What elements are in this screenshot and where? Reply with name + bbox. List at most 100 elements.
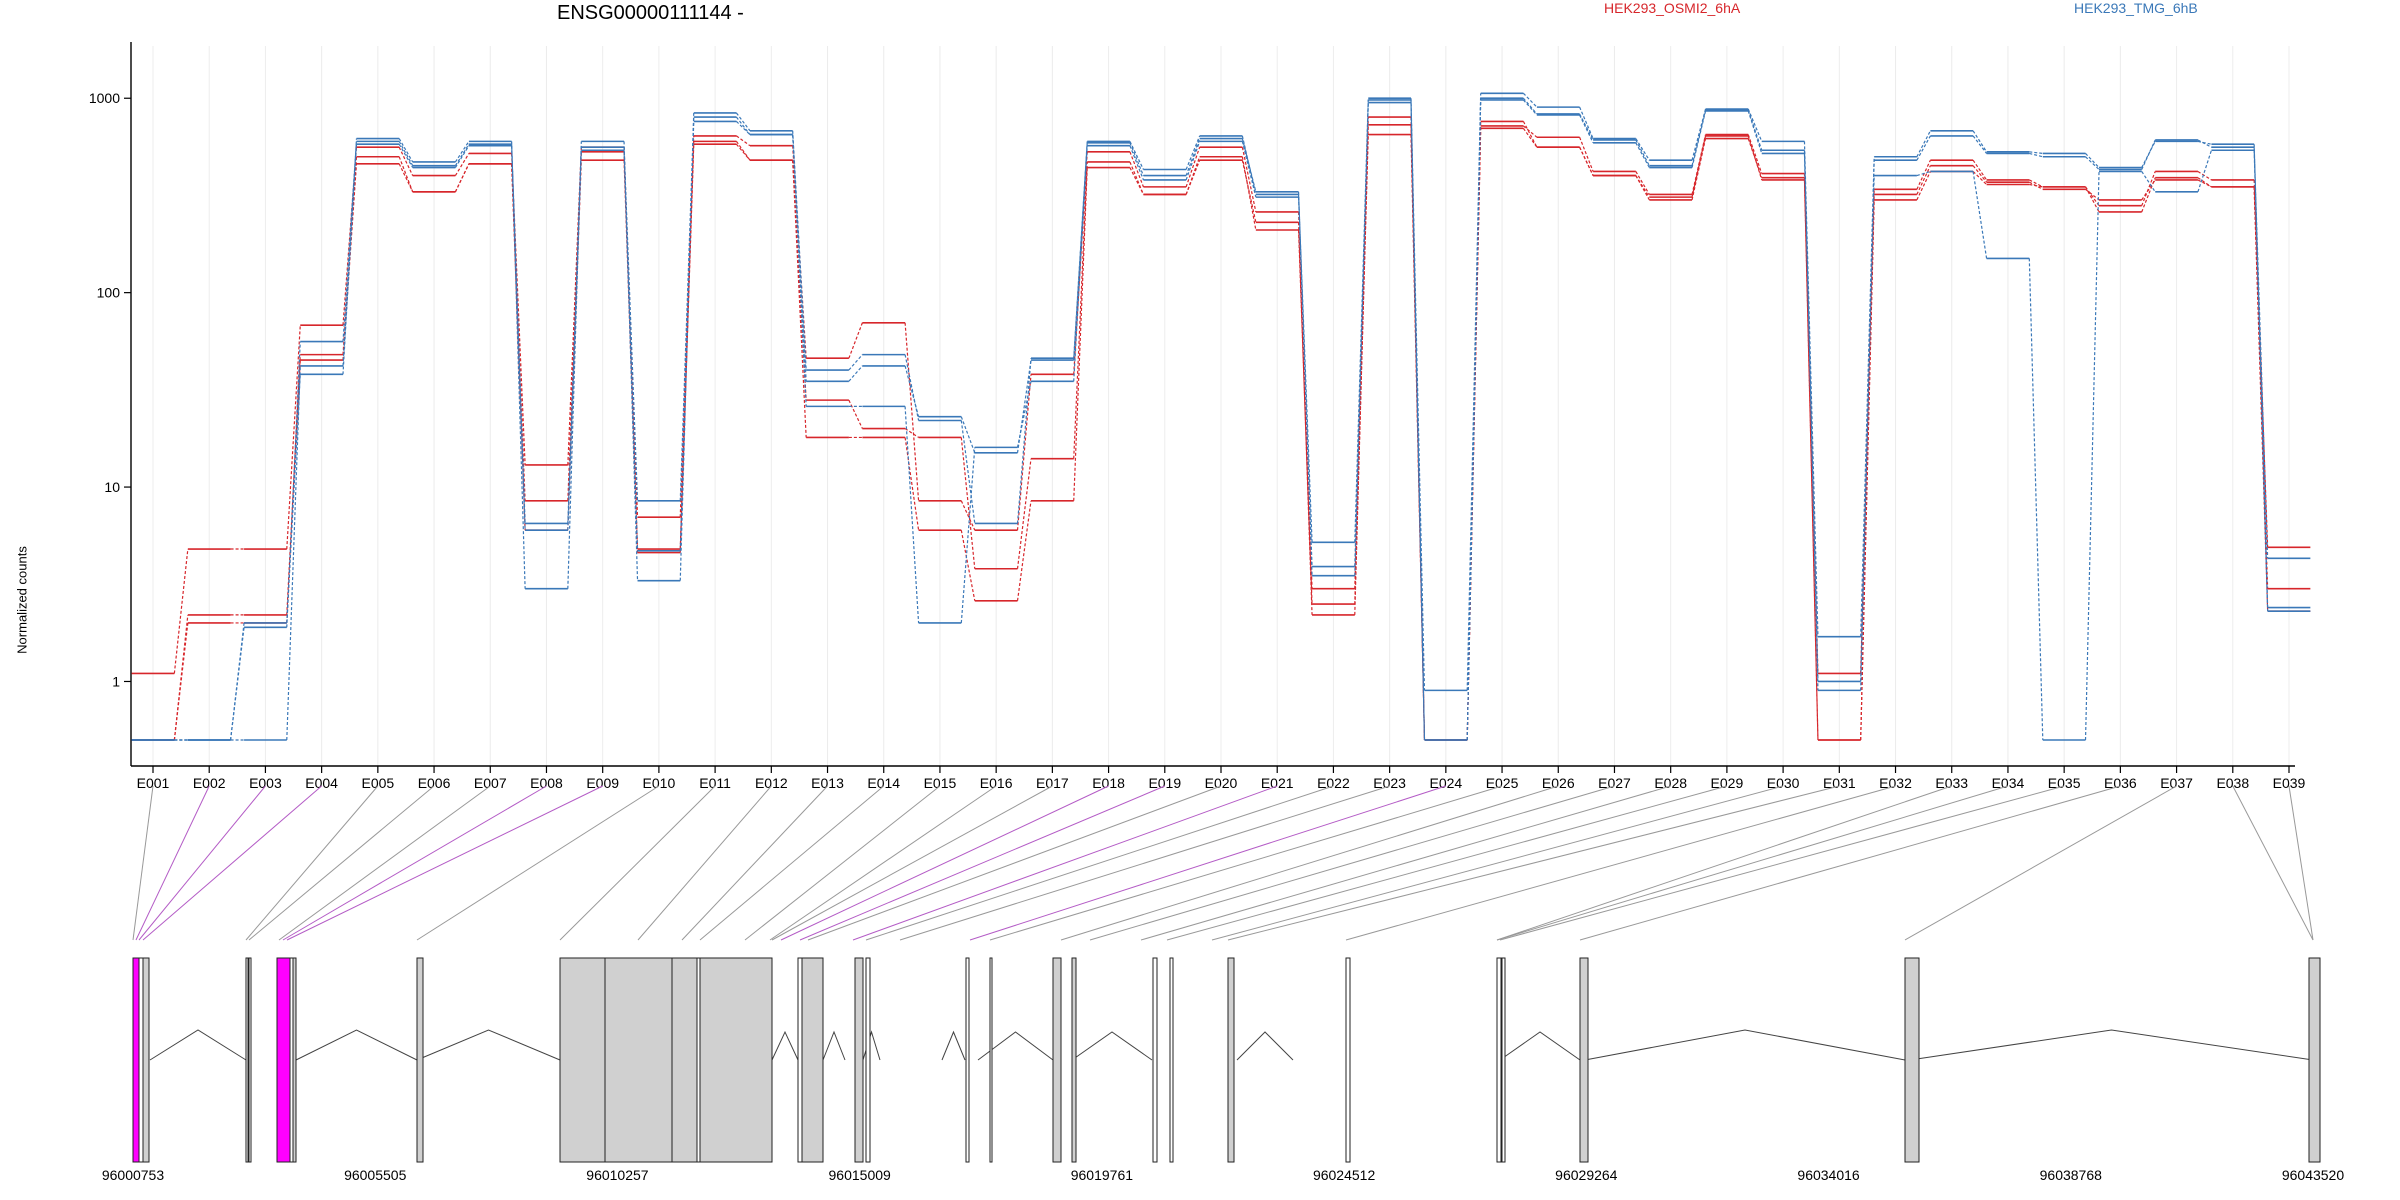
exon-block: [671, 957, 698, 1163]
intron-line: [822, 1030, 846, 1061]
series-connector: [229, 627, 245, 741]
exon-connector: [852, 785, 1278, 941]
series-connector: [1747, 138, 1763, 178]
series-connector: [2028, 258, 2044, 741]
x-tick-label-e025: E025: [1486, 775, 1519, 791]
series-connector: [1972, 135, 1988, 154]
series-connector: [454, 153, 470, 176]
exon-block: [132, 957, 140, 1163]
x-tick-label-e011: E011: [699, 775, 731, 791]
series-connector: [1129, 141, 1144, 170]
x-tick-label-e021: E021: [1261, 775, 1294, 791]
exon-block: [801, 957, 824, 1163]
series-connector: [1635, 171, 1650, 195]
series-connector: [2197, 179, 2212, 188]
legend-label-osmi2: HEK293_OSMI2_6hA: [1604, 0, 1741, 16]
series-connector: [342, 144, 358, 366]
series-connector: [1410, 102, 1426, 741]
legend-label-tmg: HEK293_TMG_6hB: [2074, 0, 2198, 16]
x-tick-label-e014: E014: [867, 775, 900, 791]
series-connector: [1803, 177, 1819, 741]
intron-line: [977, 1031, 1054, 1061]
series-connector: [1241, 160, 1257, 223]
genome-tick-label: 96038768: [2040, 1167, 2103, 1183]
series-connector: [1691, 135, 1707, 198]
exon-connectors: [132, 785, 2314, 941]
genome-tick-label: 96034016: [1797, 1167, 1860, 1183]
exon-connector: [1227, 785, 1840, 941]
x-tick-label-e032: E032: [1879, 775, 1912, 791]
series-connector: [904, 365, 920, 417]
series-connector: [1297, 194, 1313, 543]
genome-axis: 96000753 96005505 96010257 96015009 96019761…: [102, 1167, 2345, 1183]
series-connector: [2197, 150, 2213, 193]
series-connector: [173, 622, 189, 741]
exon-block: [854, 957, 864, 1163]
exon-connector: [699, 785, 885, 941]
series-connector: [2253, 186, 2269, 612]
intron-line: [941, 1030, 966, 1061]
series-connector: [567, 150, 582, 531]
series-connector: [398, 146, 414, 176]
gene-model: [132, 957, 2321, 1163]
series-connector: [2085, 186, 2100, 207]
series-connector: [1354, 102, 1369, 567]
series-connector: [679, 112, 695, 581]
series-connector: [1803, 179, 1819, 741]
exon-connector: [681, 785, 828, 941]
series-6: [131, 99, 2311, 741]
series-connector: [1522, 92, 1538, 108]
exon-connector: [969, 785, 1446, 941]
exon-block: [1496, 957, 1502, 1163]
series-connector: [735, 116, 751, 135]
series-connector: [454, 143, 470, 166]
series-connector: [1635, 142, 1650, 168]
exon-connector: [138, 785, 266, 941]
series-connector: [2085, 156, 2100, 170]
x-tick-label-e015: E015: [924, 775, 957, 791]
series-connector: [679, 121, 695, 551]
series-connector: [1185, 146, 1201, 188]
series-connector: [1522, 121, 1538, 148]
genome-tick-label: 96010257: [586, 1167, 649, 1183]
exon-block: [1227, 957, 1235, 1163]
exon-block: [138, 957, 144, 1163]
exon-connector: [245, 785, 379, 941]
series-connector: [679, 117, 695, 501]
gene-title: ENSG00000111144 -: [557, 2, 744, 24]
exon-connector: [282, 785, 547, 941]
exon-connector: [1496, 785, 2009, 941]
series-connector: [1185, 138, 1201, 176]
exon-connector: [2232, 785, 2314, 941]
exon-block: [1904, 957, 1920, 1163]
series-connector: [1073, 167, 1088, 501]
series-connector: [1241, 138, 1257, 192]
series-connector: [960, 416, 976, 454]
series-connector: [1241, 156, 1257, 231]
x-tick-label-e006: E006: [418, 775, 451, 791]
series-connector: [1016, 374, 1032, 531]
intron-line: [1584, 1029, 1906, 1061]
series-connector: [2141, 171, 2156, 193]
series-connector: [1916, 170, 1931, 177]
series-connector: [1241, 147, 1257, 213]
exon-connector: [286, 785, 603, 941]
series-connector: [1016, 359, 1032, 453]
exon-block: [797, 957, 803, 1163]
x-tick-label-e018: E018: [1092, 775, 1125, 791]
series-connector: [736, 143, 751, 161]
genome-tick-label: 96000753: [102, 1167, 165, 1183]
x-tick-label-e005: E005: [361, 775, 394, 791]
intron-line: [1071, 1031, 1153, 1061]
series-connector: [2141, 171, 2156, 206]
x-tick-label-e038: E038: [2216, 775, 2249, 791]
intron-line: [1909, 1029, 2314, 1061]
series-connector: [904, 406, 920, 623]
exon-block: [245, 957, 249, 1163]
genome-tick-label: 96019761: [1071, 1167, 1134, 1183]
exon-connector: [865, 785, 1334, 941]
x-tick-label-e001: E001: [137, 775, 170, 791]
series-connector: [1972, 159, 1988, 181]
exon-connector: [637, 785, 772, 941]
series-connector: [286, 365, 301, 741]
